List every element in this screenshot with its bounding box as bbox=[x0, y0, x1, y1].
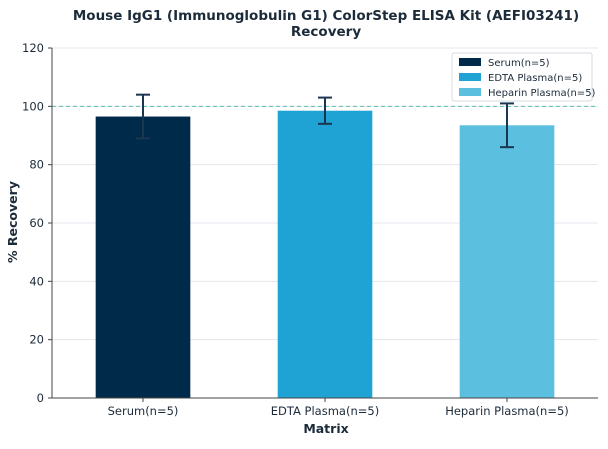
y-axis-label: % Recovery bbox=[5, 181, 20, 263]
y-tick-label: 80 bbox=[29, 158, 44, 172]
y-tick-label: 60 bbox=[29, 216, 44, 230]
legend-swatch bbox=[459, 88, 481, 96]
axes: Serum(n=5) EDTA Plasma(n=5) Heparin Plasma… bbox=[22, 41, 598, 418]
chart-title: Mouse IgG1 (Immunoglobulin G1) ColorStep… bbox=[73, 8, 579, 24]
legend-box bbox=[451, 52, 593, 102]
bar bbox=[95, 116, 191, 399]
y-tick-label: 100 bbox=[22, 99, 44, 113]
legend-label: Heparin Plasma(n=5) bbox=[488, 88, 596, 99]
y-tick-label: 20 bbox=[29, 333, 44, 347]
x-tick-label: EDTA Plasma(n=5) bbox=[271, 404, 379, 418]
bar bbox=[459, 125, 555, 399]
y-tick-label: 120 bbox=[22, 41, 44, 55]
x-tick-label: Heparin Plasma(n=5) bbox=[445, 404, 569, 418]
x-tick-label: Serum(n=5) bbox=[108, 404, 179, 418]
y-tick-label: 40 bbox=[29, 274, 44, 288]
legend-label: EDTA Plasma(n=5) bbox=[488, 73, 582, 84]
x-axis-label: Matrix bbox=[303, 421, 348, 436]
legend-label: Serum(n=5) bbox=[488, 58, 550, 69]
legend-swatch bbox=[459, 73, 481, 81]
y-tick-label: 0 bbox=[37, 391, 44, 405]
legend: Serum(n=5) EDTA Plasma(n=5) Heparin Plasma… bbox=[451, 52, 596, 102]
legend-swatch bbox=[459, 58, 481, 66]
chart-subtitle: Recovery bbox=[291, 24, 361, 40]
bars bbox=[95, 93, 555, 399]
bar bbox=[277, 110, 373, 398]
